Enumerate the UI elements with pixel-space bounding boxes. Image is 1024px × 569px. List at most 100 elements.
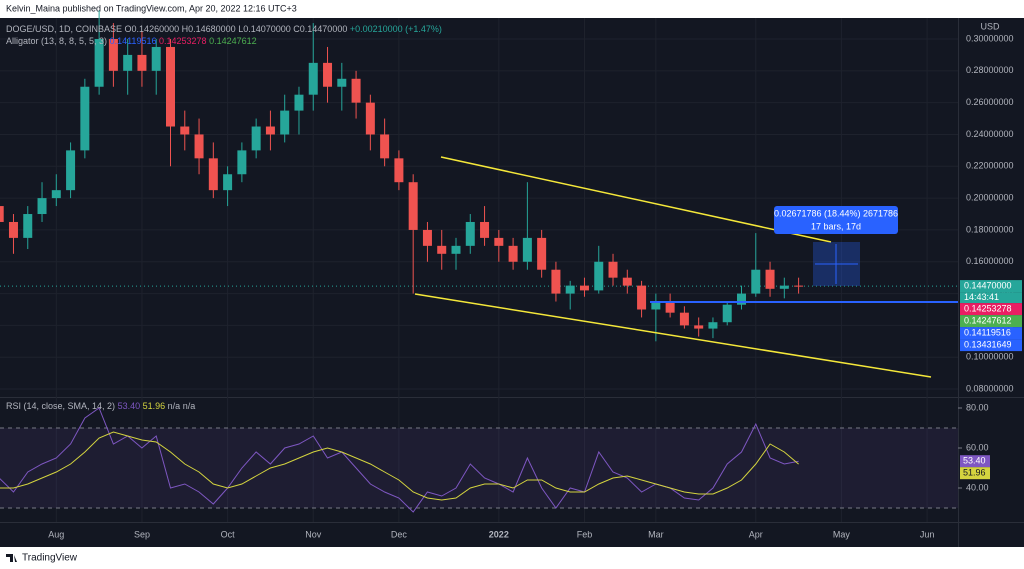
candle-body <box>765 269 775 289</box>
indicator: Alligator (13, 8, 8, 5, 5, 3) <box>6 36 107 46</box>
x-tick-label: Oct <box>221 529 236 539</box>
candle-body <box>537 237 547 270</box>
candle-body <box>480 221 490 238</box>
x-tick-label: May <box>833 529 851 539</box>
candle-body <box>637 285 647 310</box>
candle-body <box>208 158 218 191</box>
logo <box>6 554 17 562</box>
candle-body <box>66 150 76 191</box>
measure-text: 17 bars, 17d <box>811 221 861 231</box>
countdown: 14:43:41 <box>964 292 999 302</box>
rsi-badge <box>960 467 990 480</box>
x-tick-label: Nov <box>305 529 322 539</box>
close: C0.14470000 <box>293 24 347 34</box>
y-tick-label: 0.20000000 <box>966 192 1014 202</box>
symbol-legend: DOGE/USD, 1D, COINBASE O0.14260000 H0.14… <box>6 24 442 34</box>
candle-body <box>280 110 290 135</box>
candle-body <box>351 78 361 103</box>
channel-lower <box>414 293 932 378</box>
candle-body <box>308 62 318 95</box>
y-tick-label: 0.30000000 <box>966 33 1014 43</box>
low: L0.14070000 <box>238 24 291 34</box>
candle-body <box>337 78 347 87</box>
price-badge-label: 0.14253278 <box>964 303 1012 313</box>
candle-body <box>408 182 418 230</box>
y-tick-label: 0.16000000 <box>966 256 1014 266</box>
price-badge-label: 0.14470000 <box>964 280 1012 290</box>
candle-body <box>594 261 604 291</box>
channel-upper <box>440 156 832 243</box>
indicator-legend: Alligator (13, 8, 8, 5, 5, 3) 0.14119516… <box>6 36 257 46</box>
price-badge-label: 0.14119516 <box>964 327 1011 337</box>
y-tick-label: 40.00 <box>966 482 989 492</box>
y-tick-label: 0.28000000 <box>966 65 1014 75</box>
candle-body <box>380 134 390 159</box>
candle-body <box>0 206 4 222</box>
candle-body <box>166 46 175 127</box>
candle-body <box>8 221 18 238</box>
measure-text: 0.02671786 (18.44%) 2671786 <box>774 208 898 218</box>
y-tick-label: 80.00 <box>966 402 989 412</box>
price-badge-label: 0.13431649 <box>964 339 1012 349</box>
price-badge <box>960 327 1022 340</box>
candle-body <box>751 269 761 294</box>
rsi-badge-label: 53.40 <box>963 456 986 466</box>
footer-brand: TradingView <box>22 553 78 564</box>
candle-body <box>608 261 618 278</box>
candle-body <box>137 54 147 71</box>
candle-body <box>265 126 275 135</box>
y-tick-label: 60.00 <box>966 442 989 452</box>
candle-body <box>251 126 261 151</box>
rsi-value: n/a <box>183 401 196 411</box>
candle-body <box>551 269 561 294</box>
y-tick-label: 0.10000000 <box>966 352 1014 362</box>
candle-body <box>294 94 304 111</box>
candle-body <box>437 245 447 254</box>
currency: USD <box>980 21 1000 31</box>
price-badge <box>960 303 1022 316</box>
x-tick-label: Apr <box>749 529 763 539</box>
high: H0.14680000 <box>182 24 236 34</box>
candle-body <box>80 86 90 151</box>
indicator-value: 0.14119516 <box>110 36 157 46</box>
price-badge <box>960 280 1022 293</box>
candle-body <box>237 150 247 175</box>
x-tick-label: Aug <box>48 529 64 539</box>
price-badge-label: 0.14247612 <box>964 315 1012 325</box>
rsi-value: 53.40 <box>118 401 141 411</box>
candle-body <box>422 229 432 246</box>
open: O0.14260000 <box>125 24 180 34</box>
candle-body <box>737 293 746 305</box>
rsi-badge-label: 51.96 <box>963 468 986 478</box>
indicator-value: 0.14247612 <box>209 36 257 46</box>
rsi-value: 51.96 <box>143 401 166 411</box>
x-tick-label: Mar <box>648 529 664 539</box>
x-tick-label: Dec <box>391 529 408 539</box>
rsi-badge <box>960 455 990 468</box>
candle-body <box>180 126 190 135</box>
candle-body <box>151 46 161 71</box>
candle-body <box>394 158 404 183</box>
candle-body <box>23 214 33 238</box>
rsi-band <box>0 428 958 508</box>
candle-body <box>679 312 689 326</box>
candle-body <box>451 245 461 254</box>
x-tick-label: 2022 <box>489 529 509 539</box>
y-tick-label: 0.26000000 <box>966 97 1014 107</box>
candle-body <box>651 301 661 310</box>
rsi-legend: RSI (14, close, SMA, 14, 2) 53.40 51.96 … <box>6 401 195 411</box>
plot <box>0 10 804 513</box>
candle-body <box>708 322 718 329</box>
y-tick-label: 0.24000000 <box>966 129 1014 139</box>
symbol: DOGE/USD, 1D, COINBASE <box>6 24 122 34</box>
x-tick-label: Sep <box>134 529 150 539</box>
x-tick-label: Jun <box>920 529 935 539</box>
change: +0.00210000 (+1.47%) <box>350 24 442 34</box>
candle-body <box>94 39 104 87</box>
countdown-badge <box>960 292 1022 304</box>
measure-label <box>774 206 898 234</box>
y-tick-label: 0.22000000 <box>966 161 1014 171</box>
price-badge <box>960 339 1022 352</box>
